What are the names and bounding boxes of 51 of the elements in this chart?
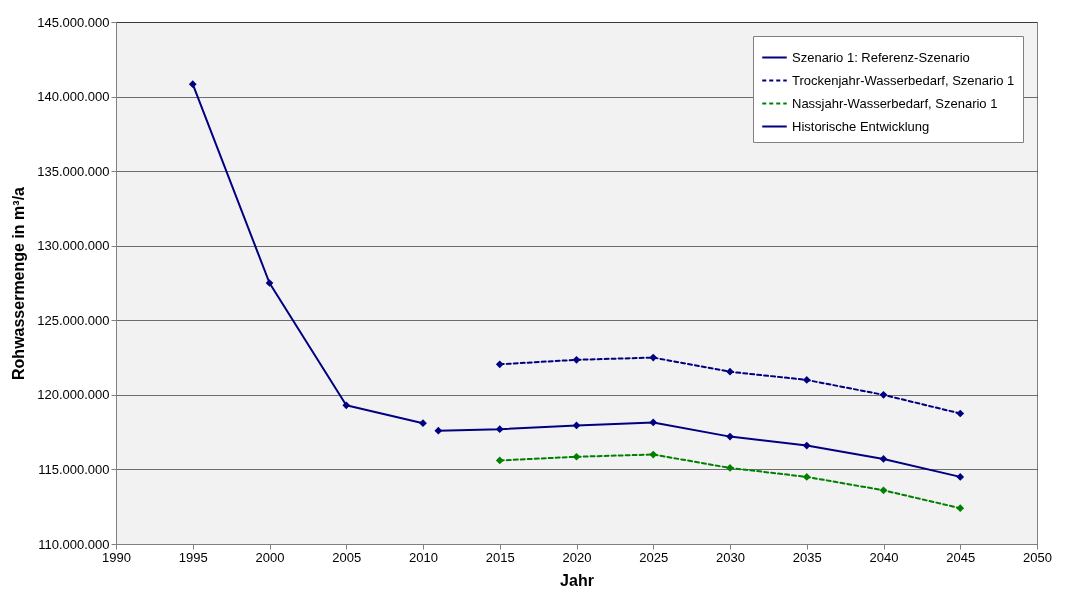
point (802, 376, 811, 384)
point (419, 419, 427, 428)
point (188, 80, 197, 89)
point (649, 418, 658, 427)
point (956, 473, 965, 481)
point (495, 425, 504, 434)
legend-label: Szenario 1: Referenz-Szenario (792, 49, 970, 65)
legend-label: Trockenjahr-Wasserbedarf, Szenario 1 (792, 72, 1015, 88)
y-tick-label: 110.000.000 (38, 536, 110, 552)
y-tick-label: 120.000.000 (37, 387, 110, 403)
y-tick-label: 125.000.000 (37, 312, 110, 328)
point (265, 279, 274, 287)
x-tick-label: 1990 (102, 549, 131, 565)
y-tick-label: 115.000.000 (38, 461, 110, 477)
point (649, 353, 658, 362)
point (879, 390, 888, 399)
x-axis-title: Jahr (560, 571, 594, 589)
point (726, 367, 734, 376)
y-tick-label: 130.000.000 (37, 238, 110, 254)
x-tick-label: 2030 (716, 549, 745, 565)
x-tick-label: 2015 (485, 549, 515, 565)
point (802, 473, 811, 481)
point (726, 432, 734, 441)
x-tick-label: 2035 (792, 549, 822, 565)
x-tick-label: 2025 (639, 549, 669, 565)
point (342, 401, 351, 410)
x-tick-label: 2050 (1023, 549, 1052, 565)
point (495, 360, 504, 369)
point (802, 441, 811, 450)
x-tick-label: 2045 (946, 549, 976, 565)
y-axis-title: Rohwassermenge in m³/a (10, 186, 28, 380)
x-tick-label: 2010 (409, 549, 438, 565)
point (572, 355, 581, 364)
x-tick-label: 2040 (869, 549, 899, 565)
point (879, 455, 888, 463)
point (572, 452, 581, 461)
point (434, 426, 443, 435)
point (649, 450, 658, 459)
x-tick-label: 2000 (255, 549, 285, 565)
point (879, 486, 888, 495)
x-tick-label: 2005 (332, 549, 362, 565)
point (956, 409, 965, 418)
legend-label: Nassjahr-Wasserbedarf, Szenario 1 (792, 95, 998, 111)
x-tick-label: 2020 (562, 549, 592, 565)
y-tick-label: 135.000.000 (37, 163, 110, 179)
x-tick-label: 1995 (178, 549, 208, 565)
point (495, 456, 504, 465)
point (956, 504, 965, 513)
y-tick-label: 145.000.000 (37, 14, 110, 30)
legend-label: Historische Entwicklung (792, 118, 930, 134)
y-tick-label: 140.000.000 (37, 89, 110, 105)
